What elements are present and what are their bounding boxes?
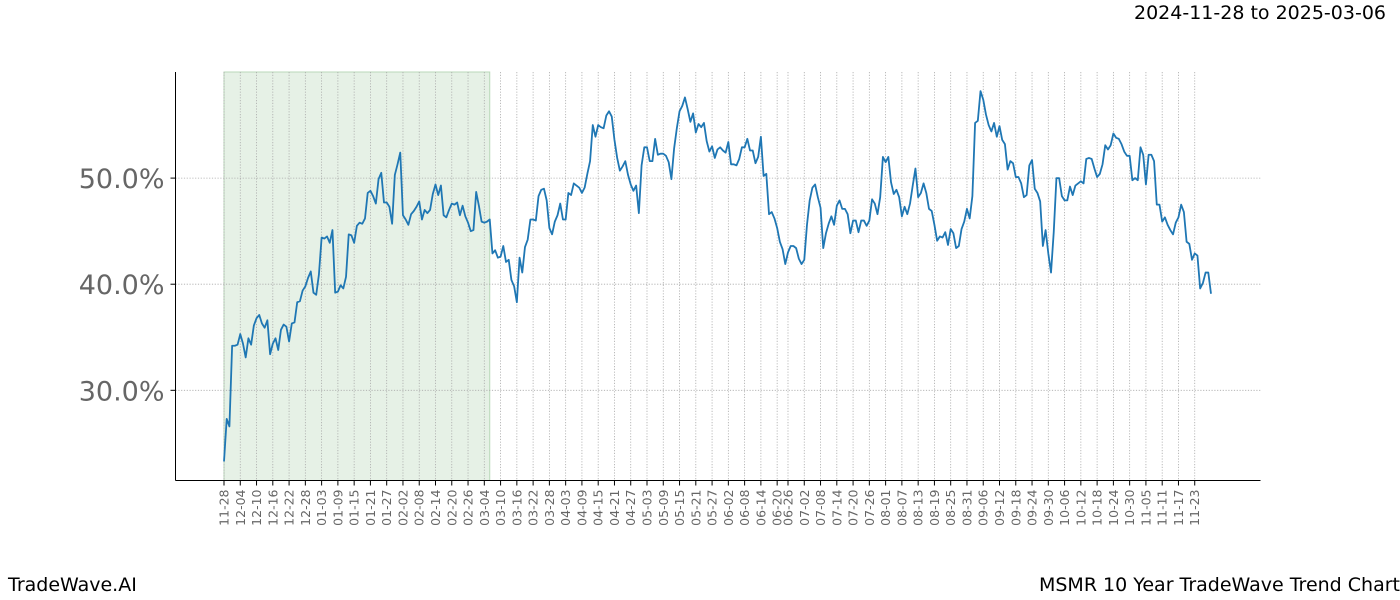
x-tick-label: 12-22 [282, 490, 297, 526]
x-tick-label: 09-30 [1041, 489, 1056, 525]
y-axis-ticks: 30.0% 40.0% 50.0% [79, 164, 176, 407]
x-tick-label: 12-16 [265, 489, 280, 525]
x-tick-label: 04-21 [607, 490, 622, 526]
x-tick-label: 09-12 [992, 490, 1007, 526]
x-tick-label: 10-06 [1057, 489, 1072, 525]
x-tick-label: 10-12 [1073, 490, 1088, 526]
x-tick-label: 01-03 [314, 490, 329, 526]
x-tick-label: 03-10 [493, 489, 508, 525]
x-tick-label: 11-05 [1138, 490, 1153, 526]
x-tick-label: 02-26 [461, 489, 476, 525]
x-tick-label: 08-13 [911, 490, 926, 526]
x-tick-label: 01-09 [330, 489, 345, 525]
x-tick-label: 11-11 [1155, 490, 1170, 526]
x-tick-label: 09-18 [1008, 489, 1023, 525]
x-tick-label: 04-03 [558, 490, 573, 526]
x-tick-label: 07-02 [797, 490, 812, 526]
x-tick-label: 08-25 [943, 490, 958, 526]
date-range: 2024-11-28 to 2025-03-06 [1134, 2, 1386, 24]
x-tick-label: 03-28 [542, 489, 557, 525]
x-tick-label: 08-19 [927, 489, 942, 525]
x-tick-label: 09-06 [976, 489, 991, 525]
x-axis-ticks: 11-28 12-04 12-10 12-16 12-22 12-28 01-03 01-09… [217, 480, 1202, 526]
x-tick-label: 05-09 [656, 489, 671, 525]
x-tick-label: 04-15 [591, 490, 606, 526]
x-tick-label: 12-04 [233, 489, 248, 525]
x-tick-label: 10-30 [1122, 489, 1137, 525]
x-tick-label: 06-02 [721, 490, 736, 526]
x-tick-label: 12-28 [298, 489, 313, 525]
x-tick-label: 03-16 [509, 489, 524, 525]
x-tick-label: 11-28 [217, 489, 232, 525]
x-tick-label: 09-24 [1025, 489, 1040, 525]
x-tick-label: 07-14 [829, 489, 844, 525]
x-tick-label: 06-26 [781, 489, 796, 525]
x-tick-label: 02-20 [444, 489, 459, 525]
x-tick-label: 06-08 [737, 489, 752, 525]
x-tick-label: 02-08 [412, 489, 427, 525]
x-tick-label: 05-03 [640, 490, 655, 526]
x-tick-label: 01-15 [347, 490, 362, 526]
x-tick-label: 08-07 [894, 490, 909, 526]
x-tick-label: 08-31 [959, 490, 974, 526]
x-tick-label: 06-20 [770, 489, 785, 525]
x-tick-label: 12-10 [249, 489, 264, 525]
x-tick-label: 03-04 [477, 489, 492, 525]
x-tick-label: 02-02 [395, 490, 410, 526]
x-tick-label: 10-18 [1090, 489, 1105, 525]
brand-logo-text: TradeWave.AI [8, 574, 137, 596]
x-tick-label: 07-20 [846, 489, 861, 525]
x-tick-label: 05-27 [705, 490, 720, 526]
x-tick-label: 11-17 [1171, 490, 1186, 526]
y-tick-label: 30.0% [79, 376, 165, 407]
x-tick-label: 05-21 [688, 490, 703, 526]
x-tick-label: 04-27 [623, 490, 638, 526]
x-tick-label: 06-14 [753, 489, 768, 525]
x-tick-label: 03-22 [526, 490, 541, 526]
x-tick-label: 10-24 [1106, 489, 1121, 525]
x-tick-label: 01-21 [363, 490, 378, 526]
x-tick-label: 01-27 [379, 490, 394, 526]
series-line [223, 90, 1212, 462]
x-tick-label: 02-14 [428, 489, 443, 525]
highlight-band [223, 71, 491, 481]
x-tick-label: 08-01 [878, 490, 893, 526]
x-tick-label: 07-08 [813, 489, 828, 525]
y-tick-label: 40.0% [79, 270, 165, 301]
chart-title: MSMR 10 Year TradeWave Trend Chart [1038, 574, 1400, 596]
x-tick-label: 07-26 [862, 489, 877, 525]
x-tick-label: 04-09 [574, 489, 589, 525]
x-tick-label: 05-15 [672, 490, 687, 526]
x-tick-label: 11-23 [1187, 490, 1202, 526]
y-tick-label: 50.0% [79, 164, 165, 195]
